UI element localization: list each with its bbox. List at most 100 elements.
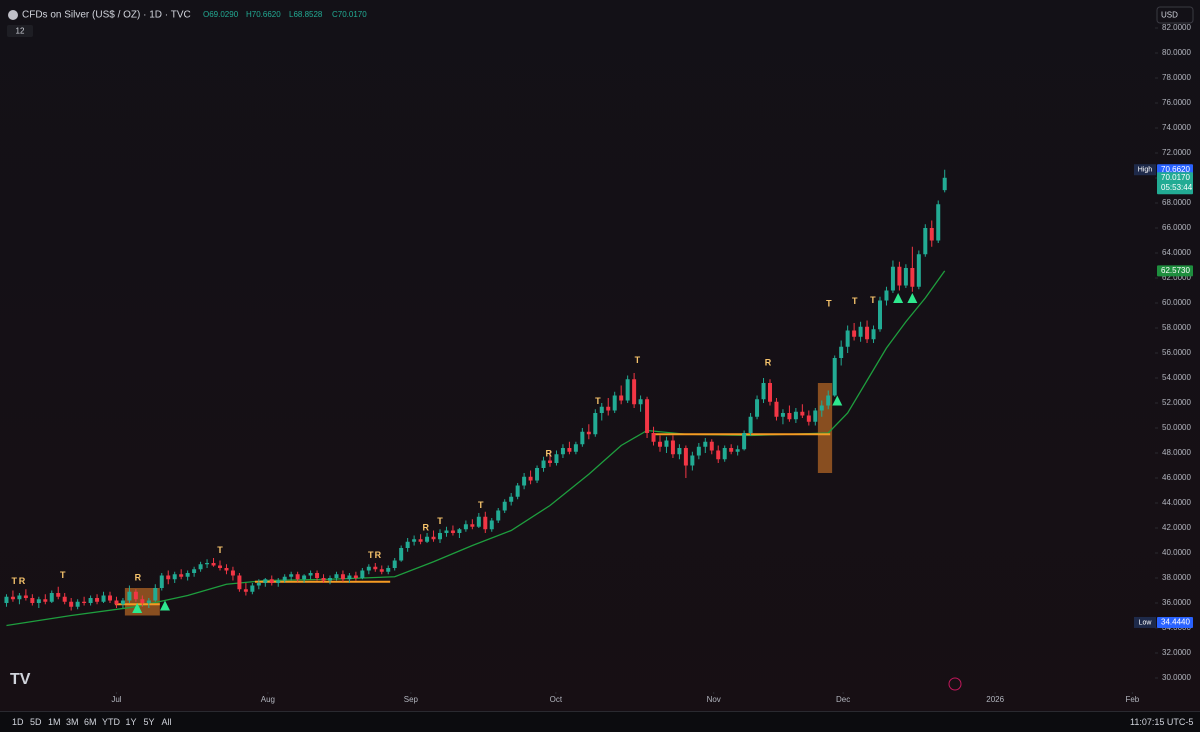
x-tick-label: Feb	[1125, 695, 1139, 704]
candle-body	[755, 399, 760, 417]
candle-body	[780, 413, 785, 417]
y-tick-label: 46.0000	[1162, 473, 1191, 482]
signal-arrow	[160, 600, 170, 611]
candle-body	[942, 177, 947, 191]
candle-body	[871, 329, 876, 340]
candle-body	[839, 346, 844, 358]
candle-body	[832, 358, 837, 396]
candle-body	[806, 415, 811, 422]
candle-body	[470, 524, 475, 527]
y-tick-label: 68.0000	[1162, 198, 1191, 207]
candle-body	[211, 563, 216, 566]
annotation: T	[217, 545, 223, 555]
symbol-title[interactable]: CFDs on Silver (US$ / OZ) · 1D · TVC	[22, 10, 191, 21]
candle-body	[670, 440, 675, 455]
candle-body	[166, 575, 171, 580]
candle-body	[819, 405, 824, 411]
price-label: 34.4440	[1161, 618, 1190, 627]
y-tick-label: 64.0000	[1162, 248, 1191, 257]
candle-body	[4, 596, 9, 603]
y-tick-label: 54.0000	[1162, 373, 1191, 382]
candle-body	[88, 598, 93, 603]
candle-body	[826, 395, 831, 406]
x-tick-label: Jul	[111, 695, 121, 704]
candle-body	[457, 529, 462, 533]
candle-body	[140, 599, 145, 603]
range-button[interactable]: 1Y	[125, 717, 137, 727]
candle-body	[450, 530, 455, 533]
range-button[interactable]: 5Y	[143, 717, 155, 727]
candle-body	[62, 596, 67, 602]
y-tick-label: 60.0000	[1162, 298, 1191, 307]
price-label-name-box	[1134, 164, 1156, 176]
indicator-count[interactable]: 12	[16, 27, 25, 36]
y-tick-label: 52.0000	[1162, 398, 1191, 407]
candle-body	[878, 300, 882, 330]
candle-body	[49, 593, 54, 602]
candle-body	[735, 449, 740, 452]
candle-body	[813, 410, 818, 422]
candle-body	[761, 383, 766, 400]
range-button[interactable]: YTD	[102, 717, 120, 727]
candle-body	[17, 595, 22, 600]
candle-body	[852, 330, 857, 337]
range-button[interactable]: 6M	[84, 717, 97, 727]
annotation: R	[765, 357, 772, 367]
replay-icon[interactable]	[948, 677, 962, 691]
candle-body	[36, 599, 41, 603]
y-tick-label: 30.0000	[1162, 673, 1191, 682]
candle-body	[23, 595, 28, 598]
range-button[interactable]: 1M	[48, 717, 61, 727]
candle-body	[120, 600, 125, 605]
ohlc-value: C70.0170	[332, 10, 367, 19]
range-button[interactable]: 3M	[66, 717, 79, 727]
signal-arrow	[893, 293, 904, 303]
candle-body	[619, 395, 624, 401]
candle-body	[386, 568, 391, 572]
ohlc-value: H70.6620	[246, 10, 281, 19]
candle-body	[910, 268, 915, 287]
candle-body	[522, 476, 527, 486]
annotation: R	[545, 449, 552, 459]
candle-body	[845, 330, 850, 347]
candle-body	[263, 579, 268, 583]
y-tick-label: 44.0000	[1162, 498, 1191, 507]
candle-body	[658, 441, 662, 447]
candle-body	[243, 589, 248, 592]
candle-body	[218, 565, 222, 568]
y-tick-label: 66.0000	[1162, 223, 1191, 232]
x-tick-label: Nov	[707, 695, 721, 704]
currency[interactable]: USD	[1161, 11, 1178, 20]
range-button[interactable]: All	[161, 717, 172, 727]
candle-body	[101, 595, 106, 602]
candle-body	[108, 595, 112, 601]
currency-button[interactable]	[1156, 6, 1194, 24]
price-label: 70.0170	[1161, 173, 1190, 182]
range-button[interactable]: 1D	[12, 717, 24, 727]
y-tick-label: 62.0000	[1162, 273, 1191, 282]
y-tick-label: 32.0000	[1162, 648, 1191, 657]
annotation: R	[423, 522, 430, 532]
candle-body	[289, 574, 294, 577]
candle-body	[858, 326, 863, 337]
candle-body	[903, 268, 908, 286]
candle-body	[774, 401, 779, 417]
candle-body	[321, 578, 326, 581]
price-label-name: Low	[1139, 619, 1153, 626]
candle-body	[716, 450, 721, 460]
y-tick-label: 48.0000	[1162, 448, 1191, 457]
candle-body	[683, 448, 688, 466]
candle-body	[748, 416, 753, 433]
indicator-badge[interactable]	[7, 25, 33, 37]
candle-body	[787, 413, 792, 420]
candle-body	[709, 441, 714, 451]
range-button[interactable]: 5D	[30, 717, 42, 727]
candle-body	[664, 440, 669, 447]
y-tick-label: 56.0000	[1162, 348, 1191, 357]
candle-body	[554, 454, 559, 463]
candle-body	[528, 476, 533, 481]
annotation: T	[635, 355, 641, 365]
annotation: T	[60, 570, 66, 580]
logo[interactable]: TV	[10, 671, 31, 688]
candle-body	[133, 591, 138, 600]
